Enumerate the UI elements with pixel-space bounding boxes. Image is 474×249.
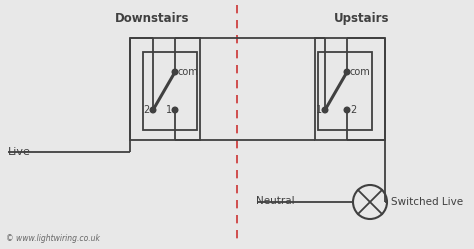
Bar	[315, 38, 385, 140]
Bar	[130, 38, 200, 140]
Text: Neutral: Neutral	[256, 196, 295, 206]
Text: Upstairs: Upstairs	[334, 12, 390, 25]
Text: 2: 2	[350, 105, 356, 115]
Text: Switched Live: Switched Live	[391, 197, 463, 207]
Circle shape	[150, 107, 156, 113]
Text: Downstairs: Downstairs	[115, 12, 189, 25]
Text: Live: Live	[8, 147, 31, 157]
Text: com: com	[350, 67, 371, 77]
Text: 2: 2	[144, 105, 150, 115]
Circle shape	[344, 107, 350, 113]
Circle shape	[322, 107, 328, 113]
Circle shape	[344, 69, 350, 75]
Circle shape	[172, 107, 178, 113]
Circle shape	[172, 69, 178, 75]
Text: © www.lightwiring.co.uk: © www.lightwiring.co.uk	[6, 234, 100, 243]
Text: 1: 1	[316, 105, 322, 115]
Text: com: com	[178, 67, 199, 77]
Bar	[318, 52, 372, 130]
Bar	[143, 52, 197, 130]
Text: 1: 1	[166, 105, 172, 115]
